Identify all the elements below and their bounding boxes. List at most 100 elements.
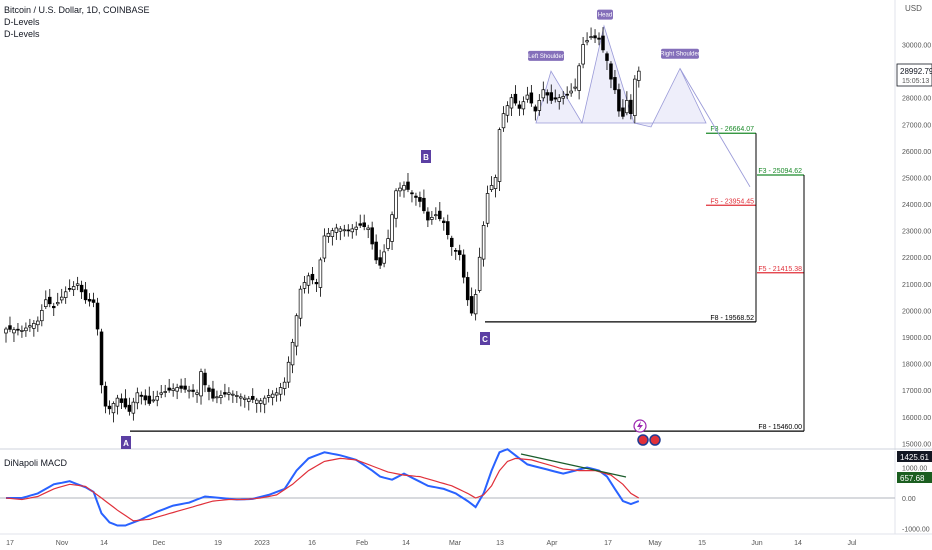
candle-body — [469, 296, 474, 314]
time-axis[interactable]: 17 Nov 14 Dec 19 2023 16 Feb 14 Mar 13 Apr 17 May 15 Ju… — [6, 540, 857, 547]
candle-body — [258, 400, 263, 404]
divergence-line — [520, 453, 627, 478]
candle-body — [123, 398, 128, 408]
macd-tick-label: 1000.00 — [902, 466, 927, 473]
macd-axis[interactable]: 1000.00 0.00 -1000.00 — [902, 466, 930, 534]
us-flag-event-icon[interactable] — [637, 434, 649, 446]
point-marker-B — [421, 150, 431, 163]
candle-body — [262, 397, 267, 405]
candle-body — [330, 230, 335, 237]
time-tick-label: 17 — [6, 540, 14, 547]
candle-body — [465, 277, 470, 301]
fib-level-label: F3 - 25094.62 — [758, 168, 802, 175]
candle-body — [306, 275, 311, 286]
symbol-title: Bitcoin / U.S. Dollar, 1D, COINBASE — [4, 5, 150, 15]
price-tick-label: 20000.00 — [902, 308, 931, 315]
candle-body — [251, 395, 255, 400]
candle-body — [422, 197, 426, 212]
candle-body — [243, 397, 247, 400]
candle-body — [286, 361, 291, 383]
candle-body — [20, 330, 24, 332]
candle-body — [489, 185, 494, 191]
candle-body — [473, 294, 478, 315]
candle-body — [235, 395, 239, 397]
candle-body — [402, 185, 406, 191]
candle-body — [342, 229, 347, 232]
candle-body — [382, 251, 386, 264]
candle-body — [115, 397, 120, 407]
candle-body — [318, 259, 323, 288]
right-shoulder-label-bg — [661, 48, 699, 59]
candle-body — [585, 40, 589, 43]
time-tick-label: 15 — [698, 540, 706, 547]
candle-body — [135, 392, 140, 404]
price-tick-label: 15000.00 — [902, 441, 931, 448]
price-tick-label: 17000.00 — [902, 388, 931, 395]
candle-body — [358, 223, 362, 226]
candle-body — [561, 96, 565, 99]
current-price: 28992.79 — [900, 67, 932, 76]
fib-level-label: F8 - 15460.00 — [758, 424, 802, 431]
candle-body — [573, 86, 577, 89]
candle-body — [219, 395, 223, 398]
candle-body — [207, 387, 211, 392]
candle-body — [155, 396, 159, 401]
candle-body — [12, 329, 16, 334]
candle-body — [151, 399, 156, 402]
candle-body — [95, 302, 100, 330]
left-shoulder-label-bg — [528, 50, 564, 61]
candle-body — [593, 35, 597, 39]
candle-body — [541, 89, 546, 99]
candle-body — [310, 273, 315, 281]
candle-body — [453, 249, 458, 252]
dinapoli-levels: F3 - 26664.07 F5 - 23954.45 F8 - 19568.52 F… — [130, 126, 805, 432]
candle-body — [362, 222, 366, 228]
candle-body — [99, 331, 104, 386]
candle-body — [446, 221, 450, 235]
us-flag-event-icon[interactable] — [649, 434, 661, 446]
time-tick-label: Jun — [751, 540, 762, 547]
time-tick-label: 13 — [496, 540, 504, 547]
candle-body — [231, 393, 235, 396]
candle-body — [338, 228, 343, 232]
macd-badge-bottom: 657.68 — [897, 472, 932, 483]
candle-body — [91, 299, 96, 303]
price-tick-label: 27000.00 — [902, 122, 931, 129]
time-tick-label: May — [648, 540, 662, 547]
candle-body — [63, 291, 68, 298]
head-and-shoulders-pattern: Left Shoulder Head Right Shoulder — [528, 9, 751, 188]
left-shoulder-label: Left Shoulder — [528, 54, 564, 60]
candle-body — [274, 392, 279, 396]
candle-body — [55, 302, 60, 305]
candle-body — [314, 282, 319, 285]
candle-body — [601, 35, 605, 51]
candle-body — [163, 391, 167, 393]
candle-body — [278, 387, 283, 395]
event-icons[interactable] — [633, 419, 661, 446]
candle-body — [211, 388, 215, 399]
candle-body — [227, 392, 231, 395]
candle-body — [553, 97, 557, 100]
time-tick-label: Jul — [848, 540, 857, 547]
svg-text:657.68: 657.68 — [900, 474, 925, 483]
candle-body — [195, 392, 199, 395]
candle-body — [625, 100, 629, 114]
candle-body — [282, 381, 287, 389]
indicator-label-2: D-Levels — [4, 29, 40, 39]
candle-body — [589, 36, 593, 38]
candle-body — [79, 284, 84, 293]
price-tick-label: 21000.00 — [902, 282, 931, 289]
candle-body — [418, 197, 422, 202]
head-label-bg — [597, 9, 613, 20]
svg-text:1425.61: 1425.61 — [900, 453, 929, 462]
candle-body — [266, 395, 271, 398]
candle-body — [298, 288, 303, 319]
candle-body — [509, 97, 514, 109]
candle-body — [28, 325, 32, 328]
candle-body — [302, 282, 307, 289]
candle-body — [549, 92, 554, 101]
candle-body — [505, 105, 510, 116]
candle-body — [557, 97, 561, 102]
candle-body — [24, 327, 28, 332]
